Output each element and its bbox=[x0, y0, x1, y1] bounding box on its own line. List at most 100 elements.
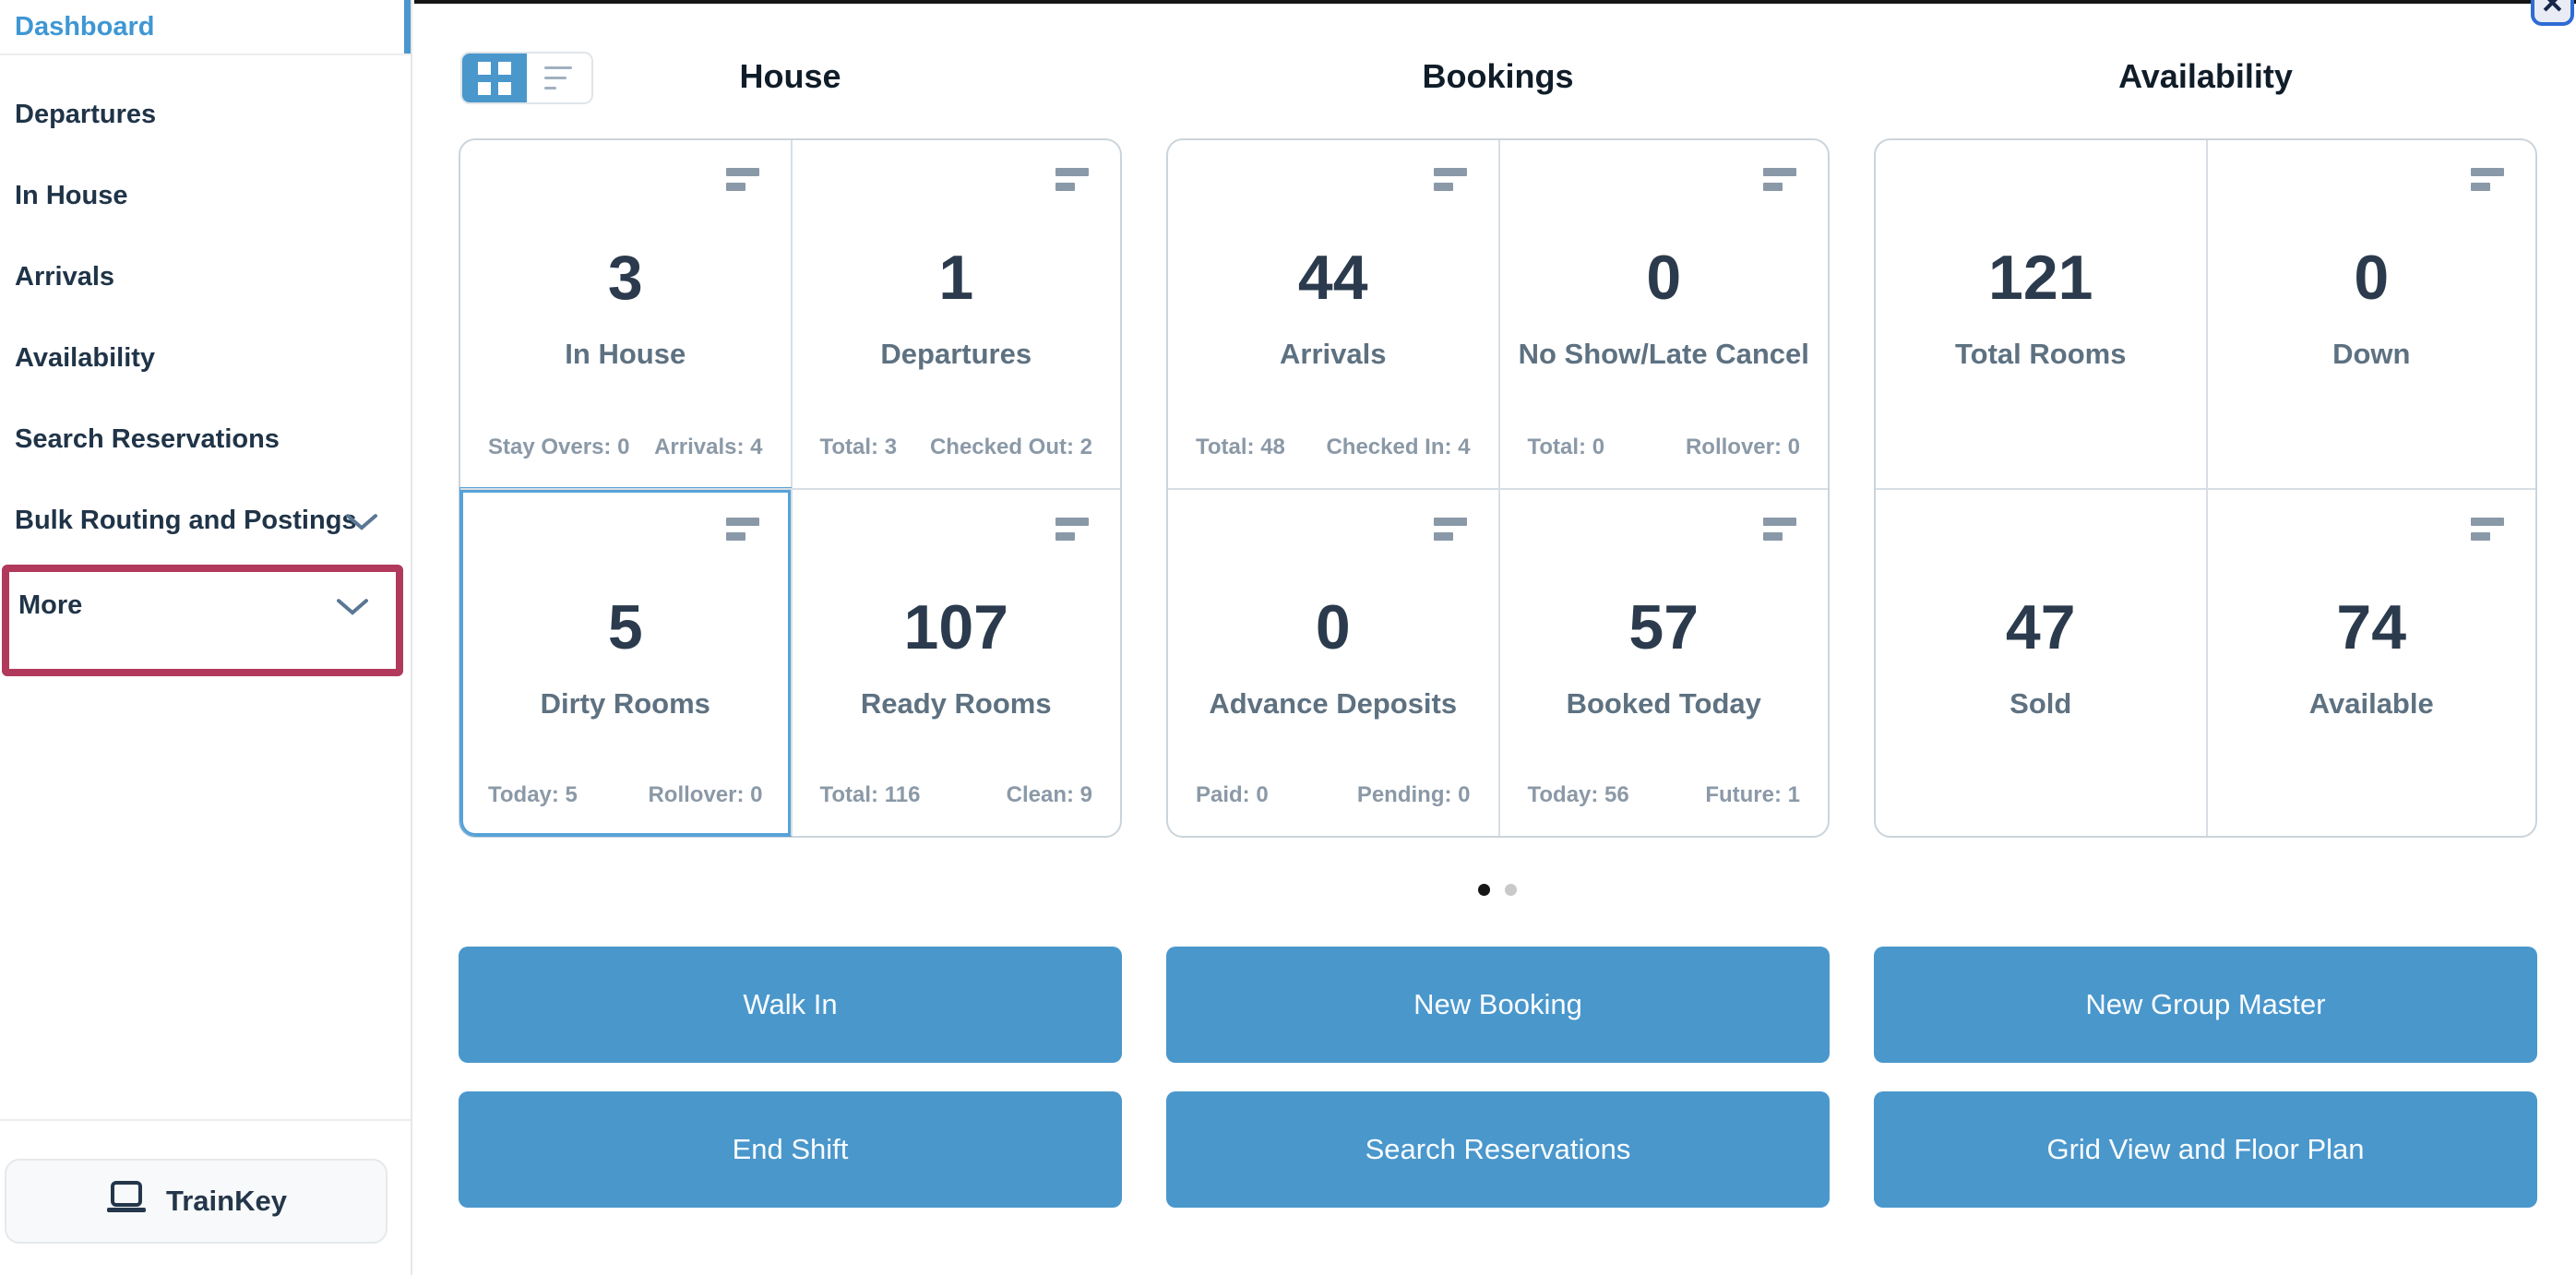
card-label: No Show/Late Cancel bbox=[1518, 338, 1809, 370]
card-value: 0 bbox=[2354, 243, 2390, 313]
grid-view-icon bbox=[478, 61, 511, 95]
card-booked-today[interactable]: 57 Booked Today Today: 56 Future: 1 bbox=[1497, 488, 1828, 836]
sidebar-nav: Departures In House Arrivals Availabilit… bbox=[0, 57, 411, 561]
carousel-dot-active[interactable] bbox=[1477, 884, 1490, 896]
card-stat-right: Checked Out: 2 bbox=[929, 435, 1092, 459]
sidebar-item-label: Bulk Routing and Postings bbox=[15, 505, 357, 535]
card-value: 0 bbox=[1646, 243, 1682, 313]
card-label: Available bbox=[2308, 687, 2434, 720]
card-group-house: 3 In House Stay Overs: 0 Arrivals: 4 1 D… bbox=[459, 138, 1122, 838]
chevron-down-icon bbox=[346, 507, 377, 538]
sidebar-item-label: Dashboard bbox=[15, 11, 155, 42]
card-groups: 3 In House Stay Overs: 0 Arrivals: 4 1 D… bbox=[459, 138, 2537, 838]
card-arrivals[interactable]: 44 Arrivals Total: 48 Checked In: 4 bbox=[1168, 140, 1498, 488]
card-stat-right: Pending: 0 bbox=[1356, 782, 1471, 807]
card-menu-icon[interactable] bbox=[1055, 518, 1089, 541]
card-label: Total Rooms bbox=[1955, 338, 2127, 370]
card-stat-left: Total: 116 bbox=[819, 782, 921, 807]
sidebar-item-more[interactable]: More bbox=[9, 572, 396, 638]
sidebar-item-in-house[interactable]: In House bbox=[0, 155, 411, 236]
card-stat-right: Rollover: 0 bbox=[1685, 435, 1800, 459]
card-available[interactable]: 74 Available bbox=[2205, 488, 2535, 836]
close-button[interactable]: ✕ bbox=[2531, 0, 2574, 26]
sidebar-item-label: Arrivals bbox=[15, 261, 115, 292]
card-menu-icon[interactable] bbox=[2471, 518, 2504, 541]
card-group-bookings: 44 Arrivals Total: 48 Checked In: 4 0 No… bbox=[1166, 138, 1830, 838]
card-stat-left: Stay Overs: 0 bbox=[488, 435, 630, 459]
card-label: Ready Rooms bbox=[860, 687, 1052, 720]
new-group-master-button[interactable]: New Group Master bbox=[1874, 947, 2537, 1063]
card-ready-rooms[interactable]: 107 Ready Rooms Total: 116 Clean: 9 bbox=[790, 488, 1120, 836]
laptop-icon bbox=[105, 1181, 148, 1221]
card-value: 74 bbox=[2336, 592, 2407, 662]
card-stat-right: Arrivals: 4 bbox=[654, 435, 763, 459]
grid-view-floor-plan-button[interactable]: Grid View and Floor Plan bbox=[1874, 1091, 2537, 1208]
section-title-availability: Availability bbox=[2118, 57, 2293, 95]
card-stat-left: Total: 0 bbox=[1527, 435, 1605, 459]
sidebar-item-availability[interactable]: Availability bbox=[0, 317, 411, 399]
card-label: Advance Deposits bbox=[1209, 687, 1458, 720]
end-shift-button[interactable]: End Shift bbox=[459, 1091, 1122, 1208]
sidebar-item-search-reservations[interactable]: Search Reservations bbox=[0, 399, 411, 480]
card-menu-icon[interactable] bbox=[1433, 518, 1467, 541]
sidebar-item-arrivals[interactable]: Arrivals bbox=[0, 236, 411, 317]
card-no-show-late-cancel[interactable]: 0 No Show/Late Cancel Total: 0 Rollover:… bbox=[1497, 140, 1829, 488]
trainkey-label: TrainKey bbox=[166, 1185, 287, 1217]
card-value: 1 bbox=[938, 243, 974, 313]
card-label: Arrivals bbox=[1280, 338, 1387, 370]
card-stat-left: Today: 56 bbox=[1527, 782, 1629, 807]
search-reservations-button[interactable]: Search Reservations bbox=[1166, 1091, 1830, 1208]
card-menu-icon[interactable] bbox=[1433, 168, 1467, 191]
card-value: 44 bbox=[1297, 243, 1368, 313]
card-value: 47 bbox=[2005, 592, 2076, 662]
sidebar-item-departures[interactable]: Departures bbox=[0, 74, 411, 155]
card-down[interactable]: 0 Down bbox=[2205, 140, 2536, 488]
list-view-icon bbox=[544, 66, 574, 89]
card-menu-icon[interactable] bbox=[1055, 168, 1089, 191]
card-label: Booked Today bbox=[1566, 687, 1761, 720]
card-departures[interactable]: 1 Departures Total: 3 Checked Out: 2 bbox=[790, 140, 1121, 488]
card-label: Dirty Rooms bbox=[540, 687, 710, 720]
card-advance-deposits[interactable]: 0 Advance Deposits Paid: 0 Pending: 0 bbox=[1168, 488, 1498, 836]
view-toggle bbox=[460, 52, 593, 104]
card-menu-icon[interactable] bbox=[2471, 168, 2504, 191]
sidebar-item-label: Availability bbox=[15, 342, 156, 373]
close-icon: ✕ bbox=[2540, 0, 2565, 19]
more-highlight-annotation: More bbox=[2, 565, 403, 676]
card-stat-right: Future: 1 bbox=[1705, 782, 1800, 807]
trainkey-button[interactable]: TrainKey bbox=[5, 1159, 388, 1244]
active-nav-indicator bbox=[404, 0, 411, 54]
card-dirty-rooms[interactable]: 5 Dirty Rooms Today: 5 Rollover: 0 bbox=[460, 488, 791, 836]
new-booking-button[interactable]: New Booking bbox=[1166, 947, 1830, 1063]
card-group-availability: 121 Total Rooms 0 Down 47 Sold 74 Availa… bbox=[1874, 138, 2537, 838]
card-label: In House bbox=[565, 338, 686, 370]
card-label: Departures bbox=[880, 338, 1032, 370]
sidebar-divider bbox=[0, 1119, 411, 1121]
card-total-rooms[interactable]: 121 Total Rooms bbox=[1876, 140, 2206, 488]
chevron-down-icon bbox=[337, 592, 368, 623]
section-title-bookings: Bookings bbox=[1422, 57, 1574, 95]
dashboard-content: ✕ House Bookings Availability 3 In House… bbox=[414, 0, 2576, 1275]
carousel-pagination bbox=[459, 884, 2535, 896]
sidebar-item-label: More bbox=[18, 590, 83, 620]
card-menu-icon[interactable] bbox=[1763, 168, 1796, 191]
sidebar-item-dashboard[interactable]: Dashboard bbox=[0, 0, 411, 55]
sidebar: Dashboard Departures In House Arrivals A… bbox=[0, 0, 412, 1275]
sidebar-item-bulk-routing[interactable]: Bulk Routing and Postings bbox=[0, 480, 411, 561]
card-in-house[interactable]: 3 In House Stay Overs: 0 Arrivals: 4 bbox=[460, 140, 791, 488]
sidebar-item-label: In House bbox=[15, 180, 128, 210]
card-stat-left: Today: 5 bbox=[488, 782, 578, 807]
card-stat-right: Checked In: 4 bbox=[1326, 435, 1471, 459]
grid-view-toggle[interactable] bbox=[462, 54, 527, 102]
list-view-toggle[interactable] bbox=[527, 54, 591, 102]
card-sold[interactable]: 47 Sold bbox=[1876, 488, 2206, 836]
card-menu-icon[interactable] bbox=[725, 518, 759, 541]
carousel-dot[interactable] bbox=[1504, 884, 1517, 896]
card-stat-right: Rollover: 0 bbox=[648, 782, 763, 807]
sidebar-item-label: Search Reservations bbox=[15, 423, 280, 454]
card-value: 5 bbox=[607, 592, 643, 662]
walk-in-button[interactable]: Walk In bbox=[459, 947, 1122, 1063]
card-menu-icon[interactable] bbox=[725, 168, 759, 191]
card-value: 121 bbox=[1988, 243, 2093, 313]
card-menu-icon[interactable] bbox=[1763, 518, 1796, 541]
